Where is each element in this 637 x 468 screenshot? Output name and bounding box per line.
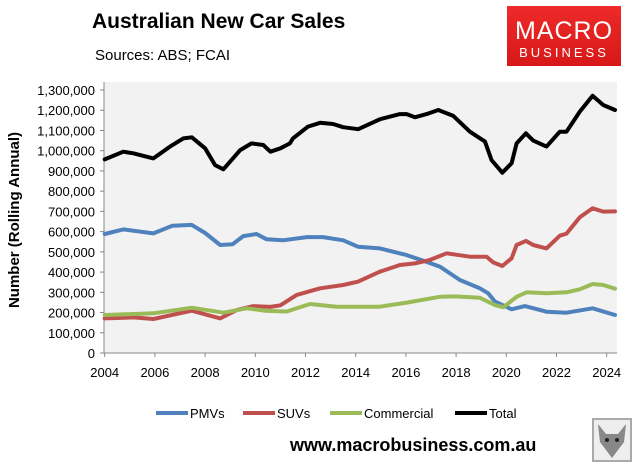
website-url: www.macrobusiness.com.au (290, 435, 537, 455)
legend-label-suvs: SUVs (277, 406, 311, 421)
series-line-total (102, 93, 617, 175)
y-axis-label: Number (Rolling Annual) (6, 132, 23, 308)
x-tick-label: 2018 (442, 365, 471, 380)
x-tick-label: 2012 (291, 365, 320, 380)
legend-label-pmvs: PMVs (190, 406, 225, 421)
y-tick-label: 600,000 (48, 225, 95, 240)
fox-logo-icon (592, 418, 632, 462)
y-tick-label: 1,200,000 (37, 103, 95, 118)
legend-label-total: Total (489, 406, 517, 421)
x-tick-label: 2008 (191, 365, 220, 380)
x-tick-label: 2010 (241, 365, 270, 380)
series-line-pmvs (102, 222, 617, 317)
x-tick-label: 2016 (391, 365, 420, 380)
y-tick-label: 500,000 (48, 245, 95, 260)
y-tick-label: 400,000 (48, 265, 95, 280)
y-tick-label: 100,000 (48, 326, 95, 341)
logo-line2: BUSINESS (519, 45, 609, 60)
logo-line1: MACRO (514, 17, 614, 45)
y-tick-label: 700,000 (48, 204, 95, 219)
y-tick-label: 200,000 (48, 306, 95, 321)
y-tick-label: 1,000,000 (37, 144, 95, 159)
x-tick-label: 2022 (542, 365, 571, 380)
chart-subtitle: Sources: ABS; FCAI (95, 47, 231, 64)
macrobusiness-logo: MACRO BUSINESS (507, 6, 621, 66)
x-tick-label: 2004 (90, 365, 119, 380)
series-line-commercial (102, 282, 617, 317)
y-tick-label: 900,000 (48, 164, 95, 179)
chart-title: Australian New Car Sales (92, 10, 346, 33)
y-tick-label: 1,300,000 (37, 83, 95, 98)
x-tick-label: 2014 (341, 365, 370, 380)
y-tick-label: 0 (88, 346, 95, 361)
x-tick-label: 2006 (140, 365, 169, 380)
y-tick-label: 1,100,000 (37, 123, 95, 138)
y-tick-label: 800,000 (48, 184, 95, 199)
x-tick-label: 2024 (592, 365, 621, 380)
legend-label-commercial: Commercial (364, 406, 433, 421)
x-tick-label: 2020 (492, 365, 521, 380)
y-tick-label: 300,000 (48, 285, 95, 300)
